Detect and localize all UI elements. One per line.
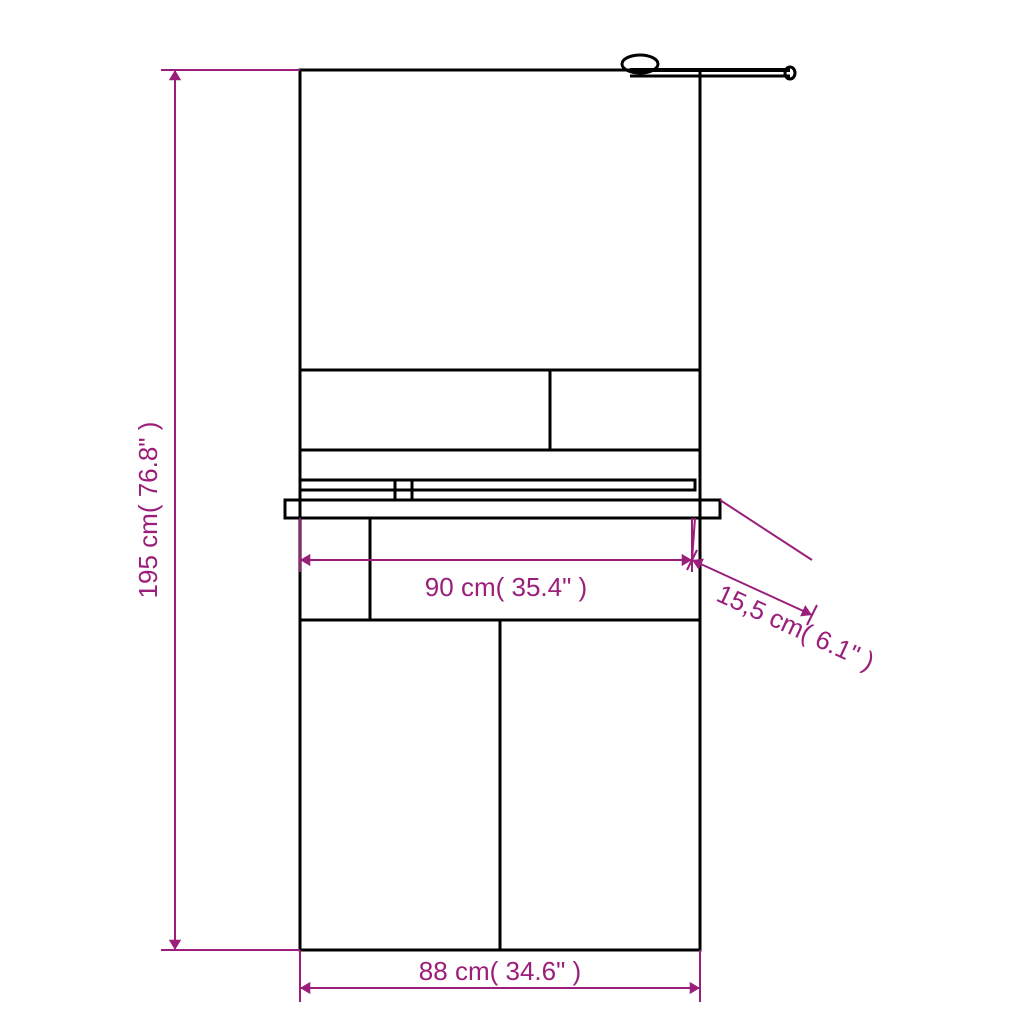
dim-height-label: 195 cm( 76.8" ) xyxy=(133,422,163,599)
dim-shelf-width-label: 90 cm( 35.4" ) xyxy=(425,572,587,602)
dim-shelf-depth-label: 15,5 cm( 6.1" ) xyxy=(712,578,879,676)
dim-width-label: 88 cm( 34.6" ) xyxy=(419,956,581,986)
